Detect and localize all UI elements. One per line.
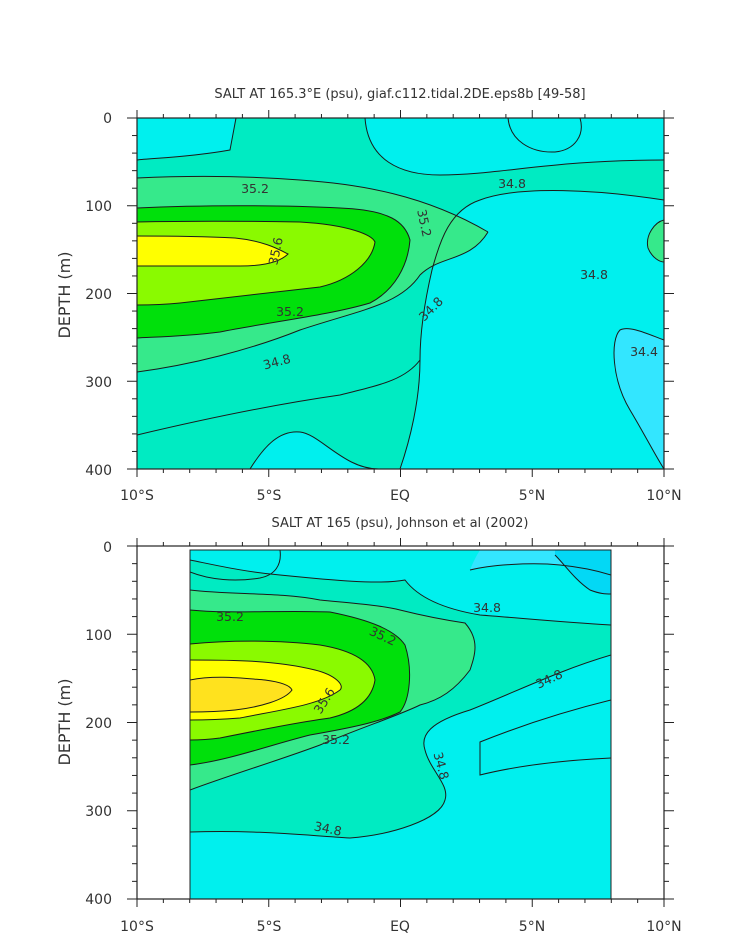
x-tick-bottom-eq: EQ — [390, 919, 410, 935]
y-tick-bottom-100: 100 — [85, 628, 112, 644]
chart-top-contour-labels: 35.2 34.8 35.6 35.2 34.8 35.2 34.8 34.8 … — [241, 176, 658, 373]
fill-top-35-6 — [137, 236, 288, 266]
contour-top-35-6 — [137, 235, 289, 267]
contour-label-bottom-1: 35.2 — [216, 609, 244, 624]
chart-top-tick-marks — [127, 110, 674, 477]
contour-bottom-35-8 — [190, 676, 293, 713]
contour-bottom-34-6-upper — [190, 559, 611, 626]
contour-top-35-0-lower — [137, 231, 489, 373]
y-tick-top-100: 100 — [85, 199, 112, 215]
y-tick-bottom-400: 400 — [85, 892, 112, 908]
contour-top-35-2 — [137, 205, 411, 339]
fill-top-34-4-deep-north — [614, 328, 664, 469]
contour-bottom-35-2 — [190, 609, 410, 766]
x-tick-top-eq: EQ — [390, 488, 410, 504]
x-tick-bottom-10n: 10°N — [646, 919, 681, 935]
contour-label-top-9: 34.4 — [630, 344, 658, 359]
chart-top-contours — [137, 118, 664, 469]
contour-label-top-3: 35.6 — [265, 236, 285, 266]
x-tick-bottom-10s: 10°S — [120, 919, 154, 935]
contour-label-top-8: 34.8 — [261, 351, 292, 373]
contour-top-35-4 — [137, 220, 376, 306]
contour-label-bottom-7: 34.8 — [430, 750, 452, 781]
fill-bottom-34-6-deep-north — [480, 700, 611, 775]
x-tick-top-10s: 10°S — [120, 488, 154, 504]
x-tick-top-10n: 10°N — [646, 488, 681, 504]
contour-bottom-surface-south — [190, 550, 281, 581]
fill-top-34-6-deep-south — [250, 431, 380, 469]
contour-bottom-34-8-east — [190, 654, 611, 839]
chart-bottom-tick-marks — [127, 538, 674, 907]
fill-bottom-34-2-surface — [555, 550, 611, 594]
x-tick-top-5n: 5°N — [519, 488, 545, 504]
y-tick-bottom-300: 300 — [85, 804, 112, 820]
chart-top-x-axis: 10°S 5°S EQ 5°N 10°N — [120, 488, 682, 504]
contour-top-35-0-upper — [137, 175, 489, 233]
contour-bottom-35-6 — [190, 659, 342, 721]
contour-top-34-8-east — [399, 190, 664, 469]
contour-label-top-5: 34.8 — [580, 267, 608, 282]
y-tick-top-200: 200 — [85, 287, 112, 303]
chart-bottom-x-axis: 10°S 5°S EQ 5°N 10°N — [120, 919, 682, 935]
contour-bottom-34-4-surface — [469, 563, 611, 576]
contour-top-surface-34-6 — [137, 118, 237, 161]
contour-label-bottom-6: 35.2 — [322, 732, 350, 747]
contour-label-top-2: 34.8 — [498, 176, 526, 191]
contour-top-surface-34-6-center — [364, 118, 664, 176]
contour-label-top-6: 35.2 — [276, 304, 304, 319]
y-tick-top-300: 300 — [85, 375, 112, 391]
contour-top-34-8-deep — [137, 359, 421, 436]
contour-top-34-4 — [613, 328, 664, 469]
contour-label-top-1: 35.2 — [241, 181, 269, 196]
chart-bottom-y-axis: DEPTH (m) 0 100 200 300 400 — [55, 540, 112, 908]
x-tick-top-5s: 5°S — [257, 488, 282, 504]
contour-top-surface-north — [507, 118, 582, 153]
contour-label-bottom-8: 34.8 — [313, 818, 343, 838]
contour-bottom-35-0 — [190, 589, 476, 791]
contour-bottom-35-4 — [190, 640, 376, 741]
chart-top-title: SALT AT 165.3°E (psu), giaf.c112.tidal.2… — [214, 87, 585, 102]
y-tick-top-0: 0 — [103, 111, 112, 127]
x-tick-bottom-5s: 5°S — [257, 919, 282, 935]
y-tick-bottom-0: 0 — [103, 540, 112, 556]
chart-top: SALT AT 165.3°E (psu), giaf.c112.tidal.2… — [55, 87, 682, 504]
contour-bottom-34-2-surface — [554, 554, 611, 595]
y-tick-bottom-200: 200 — [85, 716, 112, 732]
contour-label-top-4: 35.2 — [414, 208, 434, 238]
chart-bottom-title: SALT AT 165 (psu), Johnson et al (2002) — [271, 516, 528, 531]
contour-top-deep-south — [249, 431, 380, 469]
chart-top-y-axis-label: DEPTH (m) — [55, 251, 74, 338]
chart-bottom-contours — [190, 550, 611, 899]
x-tick-bottom-5n: 5°N — [519, 919, 545, 935]
contour-top-35-0-east — [646, 219, 664, 263]
chart-bottom-y-axis-label: DEPTH (m) — [55, 678, 74, 765]
chart-top-y-axis: DEPTH (m) 0 100 200 300 400 — [55, 111, 112, 479]
chart-bottom: SALT AT 165 (psu), Johnson et al (2002) — [55, 516, 682, 935]
contour-label-bottom-2: 34.8 — [473, 600, 501, 615]
contour-bottom-34-6-deep-north — [479, 699, 611, 776]
y-tick-top-400: 400 — [85, 463, 112, 479]
fill-top-34-6-surface-north — [508, 118, 582, 153]
